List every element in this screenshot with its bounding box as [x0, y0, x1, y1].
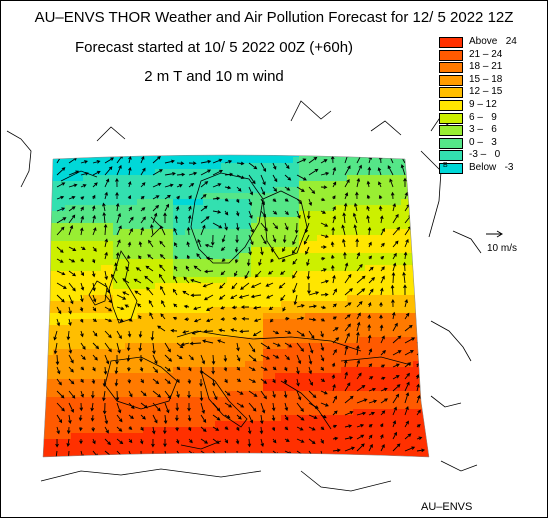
legend-swatch	[439, 112, 463, 124]
legend-swatch	[439, 87, 463, 99]
temperature-field	[43, 155, 429, 457]
legend-swatch	[439, 49, 463, 61]
legend-item: B Below -3	[439, 162, 547, 175]
legend-item: 3 – 6	[439, 124, 547, 137]
legend-swatch	[439, 37, 463, 48]
legend-label: 18 – 21	[469, 61, 503, 73]
legend-swatch	[439, 62, 463, 74]
legend-swatch	[439, 137, 463, 149]
map-title: AU–ENVS THOR Weather and Air Pollution F…	[34, 9, 514, 26]
legend-item: 12 – 15	[439, 86, 547, 99]
wind-reference-label: 10 m/s	[487, 243, 518, 254]
legend-swatch	[439, 74, 463, 86]
legend-swatch: B	[439, 162, 463, 174]
legend-label: 0 – 3	[469, 136, 497, 148]
domain-outline	[42, 154, 430, 458]
legend-below-marker: B	[443, 162, 448, 169]
map-subtitle: Forecast started at 10/ 5 2022 00Z (+60h…	[74, 39, 354, 56]
legend-item: 15 – 18	[439, 73, 547, 87]
legend-label: Above 24	[469, 36, 517, 47]
legend-swatch	[439, 125, 463, 137]
legend-label: 6 – 9	[469, 111, 497, 123]
credit-label: AU–ENVS	[421, 501, 473, 513]
legend-label: 12 – 15	[469, 86, 503, 98]
legend-item: 9 – 12	[439, 99, 547, 112]
legend-item: 18 – 21	[439, 61, 547, 74]
legend-item: 21 – 24	[439, 48, 547, 62]
legend-label: Below -3	[469, 162, 514, 173]
legend-item: -3 – 0	[439, 149, 547, 162]
legend-item: 6 – 9	[439, 111, 547, 125]
legend-label: 15 – 18	[469, 73, 503, 85]
legend-label: 9 – 12	[469, 99, 497, 110]
legend-swatch	[439, 100, 463, 111]
legend-label: 21 – 24	[469, 48, 503, 60]
legend-label: 3 – 6	[469, 124, 497, 136]
wind-reference-arrow	[486, 230, 503, 238]
legend-label: -3 – 0	[469, 149, 501, 161]
map-field-label: 2 m T and 10 m wind	[144, 68, 284, 85]
legend-swatch	[439, 150, 463, 162]
legend-item: Above 24	[439, 36, 547, 49]
legend-item: 0 – 3	[439, 136, 547, 150]
